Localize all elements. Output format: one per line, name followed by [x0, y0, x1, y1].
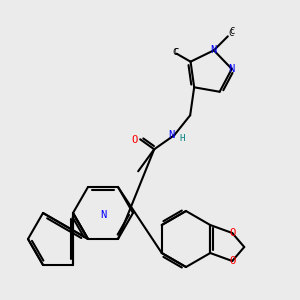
Text: H: H — [179, 134, 185, 143]
Text: N: N — [229, 64, 235, 74]
Text: C: C — [172, 48, 177, 57]
Text: O: O — [229, 256, 236, 266]
Text: C: C — [228, 29, 233, 38]
Text: C: C — [229, 27, 235, 36]
Text: O: O — [229, 228, 236, 238]
Text: O: O — [131, 135, 137, 145]
Text: C: C — [173, 48, 178, 57]
Text: N: N — [168, 130, 174, 140]
Text: N: N — [100, 210, 106, 220]
Text: N: N — [211, 45, 217, 55]
